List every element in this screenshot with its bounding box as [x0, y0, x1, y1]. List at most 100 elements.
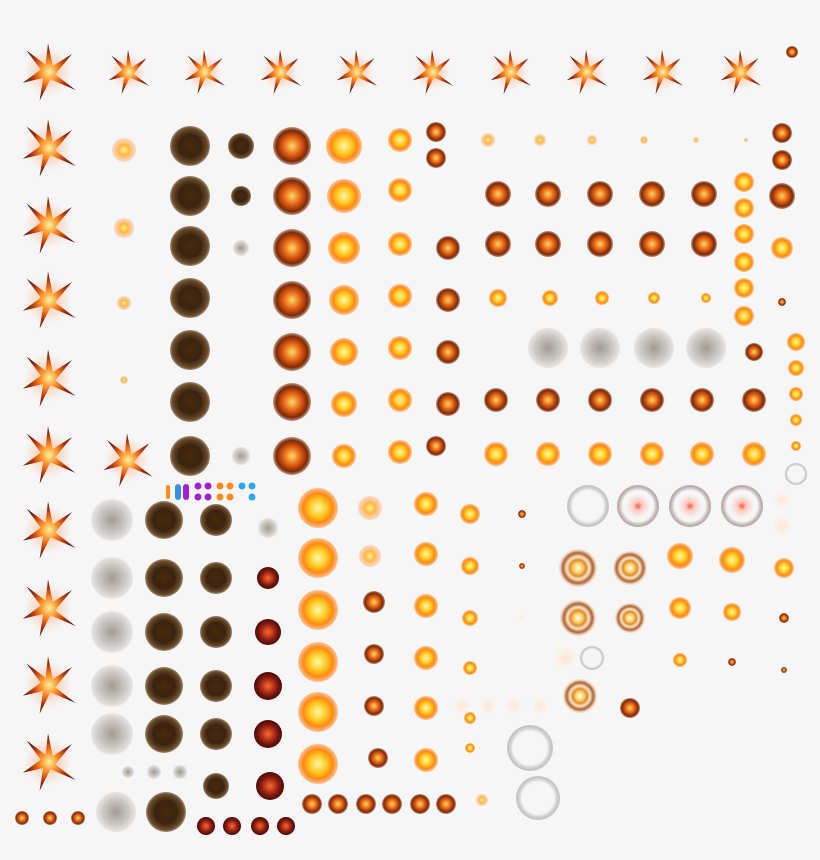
gem-icon: [204, 493, 212, 501]
bright-fireball-frame: [790, 414, 802, 426]
bright-fireball-frame: [388, 388, 412, 412]
burst-frame: [587, 231, 613, 257]
bright-fireball-frame: [460, 504, 480, 524]
fireball-glow-frame: [693, 137, 699, 143]
burst-frame: [43, 811, 57, 825]
bright-fireball-frame: [734, 252, 754, 272]
spiked-explosion-frame: [563, 49, 609, 95]
spiked-explosion-frame: [18, 732, 78, 792]
burst-frame: [728, 658, 736, 666]
bright-fireball-frame: [465, 743, 475, 753]
gem-icon: [204, 482, 212, 490]
bright-fireball-frame: [742, 442, 766, 466]
grey-smoke-frame: [173, 765, 187, 779]
bright-fireball-frame: [414, 542, 438, 566]
burst-frame: [364, 644, 384, 664]
burst-frame: [436, 392, 460, 416]
ember-frame: [254, 672, 282, 700]
burst-frame: [742, 388, 766, 412]
spiked-explosion-frame: [18, 655, 78, 715]
bright-fireball-frame: [298, 538, 338, 578]
bright-fireball-frame: [414, 492, 438, 516]
spiked-explosion-frame: [18, 270, 78, 330]
bright-fireball-frame: [648, 292, 660, 304]
dark-smoke-frame: [146, 792, 186, 832]
grey-smoke-frame: [147, 765, 161, 779]
burst-frame: [426, 122, 446, 142]
burst-frame: [588, 388, 612, 412]
bright-fireball-frame: [734, 306, 754, 326]
burst-frame: [356, 794, 376, 814]
burst-frame: [518, 510, 526, 518]
dark-smoke-frame: [200, 616, 232, 648]
bright-fireball-frame: [414, 594, 438, 618]
dark-smoke-frame: [145, 559, 183, 597]
bright-fireball-frame: [734, 172, 754, 192]
burst-frame: [779, 613, 789, 623]
dark-smoke-frame: [145, 501, 183, 539]
bright-fireball-frame: [701, 293, 711, 303]
bright-fireball-frame: [329, 285, 359, 315]
grey-smoke-frame: [91, 665, 133, 707]
gem-icon: [238, 482, 246, 490]
burst-frame: [436, 794, 456, 814]
gem-icon: [183, 484, 189, 500]
ember-frame: [257, 567, 279, 589]
grey-smoke-frame: [580, 328, 620, 368]
burst-frame: [484, 388, 508, 412]
burst-frame: [781, 667, 787, 673]
bright-fireball-frame: [463, 661, 477, 675]
burst-frame: [15, 811, 29, 825]
dark-smoke-frame: [170, 436, 210, 476]
gem-icon: [166, 485, 170, 499]
ember-frame: [255, 619, 281, 645]
faint-puff-frame: [773, 517, 791, 535]
spiked-explosion-frame: [717, 49, 763, 95]
bright-fireball-frame: [723, 603, 741, 621]
ember-frame: [223, 817, 241, 835]
grey-smoke-frame: [122, 766, 134, 778]
burst-frame: [535, 231, 561, 257]
fireball-glow-frame: [744, 138, 748, 142]
burst-frame: [71, 811, 85, 825]
bright-fireball-frame: [298, 642, 338, 682]
fireball-glow-frame: [476, 794, 488, 806]
bright-fireball-frame: [669, 597, 691, 619]
spiked-explosion-frame: [409, 49, 455, 95]
bright-fireball-frame: [484, 442, 508, 466]
burst-frame: [273, 333, 311, 371]
grey-smoke-frame: [528, 328, 568, 368]
bright-fireball-frame: [388, 336, 412, 360]
bright-fireball-frame: [388, 440, 412, 464]
bright-fireball-frame: [330, 338, 358, 366]
dark-smoke-frame: [203, 773, 229, 799]
smoke-ring-frame: [721, 485, 763, 527]
bright-fireball-frame: [331, 391, 357, 417]
gem-icon: [175, 484, 181, 500]
fireball-glow-frame: [114, 218, 134, 238]
dark-smoke-frame: [145, 613, 183, 651]
spiked-explosion-frame: [487, 49, 533, 95]
smoke-ring-frame: [617, 485, 659, 527]
burst-frame: [640, 388, 664, 412]
faint-puff-frame: [556, 648, 576, 668]
bright-fireball-frame: [388, 232, 412, 256]
bright-fireball-frame: [332, 444, 356, 468]
bright-fireball-frame: [640, 442, 664, 466]
burst-frame: [368, 748, 388, 768]
grey-smoke-frame: [91, 611, 133, 653]
gem-icon: [194, 482, 202, 490]
dark-smoke-frame: [200, 562, 232, 594]
dark-smoke-frame: [170, 382, 210, 422]
dark-smoke-frame: [228, 133, 254, 159]
bright-fireball-frame: [536, 442, 560, 466]
shockwave-ring-frame: [563, 679, 597, 713]
dark-smoke-frame: [200, 718, 232, 750]
burst-frame: [436, 340, 460, 364]
bright-fireball-frame: [673, 653, 687, 667]
burst-frame: [273, 127, 311, 165]
fireball-glow-frame: [120, 376, 128, 384]
shockwave-ring-frame: [559, 549, 597, 587]
dark-smoke-frame: [200, 504, 232, 536]
